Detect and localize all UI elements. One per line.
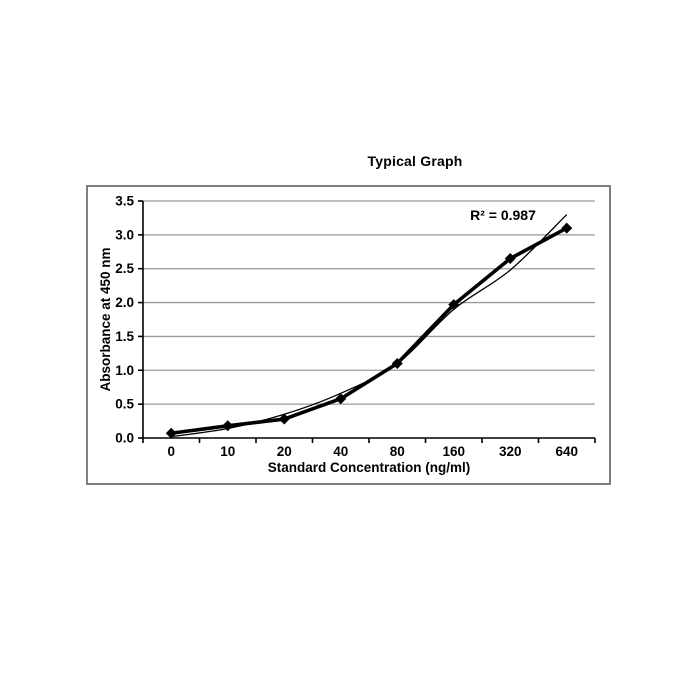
- y-tick-label: 2.0: [115, 295, 134, 310]
- data-point-marker: [561, 222, 573, 234]
- y-tick-label: 3.5: [115, 194, 134, 209]
- x-tick-label: 0: [167, 444, 175, 459]
- y-tick-label: 0.0: [115, 431, 134, 446]
- x-tick-label: 40: [333, 444, 348, 459]
- y-tick-label: 2.5: [115, 261, 134, 276]
- x-tick-label: 640: [555, 444, 578, 459]
- data-point-marker: [448, 299, 460, 311]
- x-tick-label: 10: [220, 444, 235, 459]
- y-axis-title: Absorbance at 450 nm: [98, 247, 113, 391]
- data-point-marker: [165, 427, 177, 439]
- data-point-marker: [335, 393, 347, 405]
- x-axis-title: Standard Concentration (ng/ml): [268, 460, 471, 475]
- y-tick-label: 3.0: [115, 227, 134, 242]
- y-tick-label: 0.5: [115, 397, 134, 412]
- y-tick-label: 1.0: [115, 363, 134, 378]
- chart-title: Typical Graph: [367, 153, 463, 169]
- y-tick-label: 1.5: [115, 329, 134, 344]
- data-point-marker: [278, 413, 290, 425]
- data-point-marker: [504, 253, 516, 265]
- data-point-marker: [391, 358, 403, 370]
- x-tick-label: 80: [390, 444, 405, 459]
- trendline-path: [171, 214, 568, 438]
- x-tick-label: 160: [442, 444, 465, 459]
- data-point-marker: [222, 420, 234, 432]
- r-squared-label: R² = 0.987: [470, 207, 536, 223]
- x-tick-label: 320: [499, 444, 522, 459]
- series-line: [169, 226, 569, 436]
- chart-svg: 0.0 0.5 1.0 1.5 2.0 2.5 3.0 3.5 0 10 20 40 80 160 320 6…: [98, 194, 596, 475]
- x-tick-label: 20: [277, 444, 292, 459]
- chart-plot-area: 0.0 0.5 1.0 1.5 2.0 2.5 3.0 3.5 0 10 20 40 80 160 320 6…: [86, 185, 611, 485]
